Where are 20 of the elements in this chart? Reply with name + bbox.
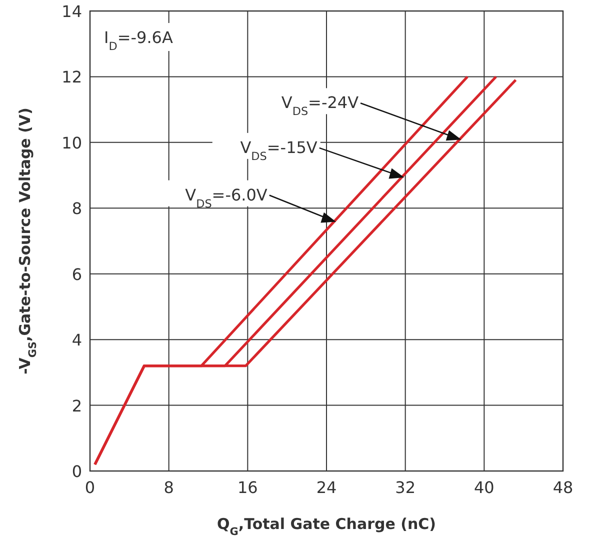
x-tick-label: 32 bbox=[395, 478, 416, 497]
annotation: V$_{DS}$=-24V bbox=[281, 93, 359, 118]
x-tick-label: 0 bbox=[84, 478, 96, 497]
y-tick-label: 12 bbox=[62, 68, 82, 87]
y-tick-label: 0 bbox=[72, 462, 82, 481]
y-tick-label: 6 bbox=[72, 264, 82, 284]
x-axis-title: Q$_{G}$,Total Gate Charge (nC) bbox=[216, 515, 436, 537]
annotation: V$_{DS}$=-6.0V bbox=[185, 185, 268, 210]
x-tick-label: 24 bbox=[316, 478, 337, 497]
x-tick-label: 48 bbox=[552, 478, 574, 497]
x-tick-label: 40 bbox=[474, 478, 494, 497]
y-tick-label: 8 bbox=[72, 199, 82, 218]
y-tick-label: 2 bbox=[72, 396, 82, 416]
annotation: I$_{D}$=-9.6A bbox=[104, 28, 173, 52]
x-tick-label: 16 bbox=[237, 478, 258, 497]
y-tick-label: 4 bbox=[72, 330, 82, 350]
x-tick-label: 8 bbox=[164, 478, 174, 497]
y-tick-label: 10 bbox=[62, 133, 82, 152]
y-tick-label: 14 bbox=[62, 2, 82, 21]
annotation: V$_{DS}$=-15V bbox=[240, 138, 318, 162]
